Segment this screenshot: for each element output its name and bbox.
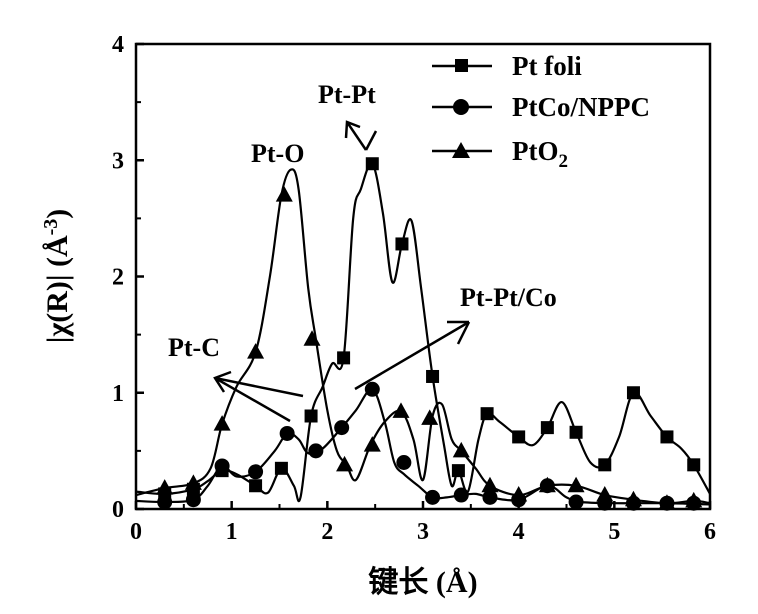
data-point-square [337, 351, 350, 364]
data-point-square [598, 458, 611, 471]
y-axis-label-sup: -3 [40, 219, 62, 236]
data-point-square [541, 421, 554, 434]
data-point-circle [280, 426, 295, 441]
data-point-triangle [276, 186, 293, 202]
data-point-triangle [214, 415, 231, 431]
legend-marker-square [455, 59, 468, 72]
data-point-triangle [185, 474, 202, 490]
arrow-pt-pt [346, 122, 376, 150]
data-point-circle [308, 443, 323, 458]
data-point-square [305, 410, 318, 423]
data-point-square [627, 386, 640, 399]
legend-label-pto2-main: PtO [512, 136, 559, 166]
data-point-square [366, 157, 379, 170]
legend-entry-ptco-nppc: PtCo/NPPC [432, 92, 650, 122]
data-point-circle [157, 495, 172, 510]
data-point-triangle [336, 456, 353, 472]
x-tick-label: 5 [608, 519, 620, 545]
annotation-pt-c: Pt-C [168, 333, 220, 362]
data-point-circle [215, 458, 230, 473]
y-axis-label-main: |χ(R)| (Å [41, 235, 74, 343]
data-point-triangle [247, 343, 264, 359]
x-tick-label: 6 [704, 519, 716, 545]
data-point-triangle [392, 402, 409, 418]
data-point-circle [454, 488, 469, 503]
y-axis-label-close: ) [41, 209, 74, 219]
data-point-triangle [421, 409, 438, 425]
legend-label-ptco-nppc: PtCo/NPPC [512, 92, 650, 122]
annotation-pt-pt-co: Pt-Pt/Co [460, 283, 557, 312]
data-point-square [395, 237, 408, 250]
data-point-square [481, 407, 494, 420]
x-tick-label: 3 [417, 519, 429, 545]
y-tick-label: 4 [112, 32, 124, 58]
series-layer [136, 157, 710, 510]
y-tick-label: 0 [112, 497, 124, 523]
legend-marker-circle [453, 99, 469, 115]
legend-label-pto2: PtO2 [512, 136, 568, 172]
y-tick-label: 3 [112, 148, 124, 174]
series-square [136, 157, 710, 501]
data-point-square [570, 426, 583, 439]
x-tick-label: 1 [226, 519, 238, 545]
data-point-circle [248, 464, 263, 479]
legend-label-pto2-sub: 2 [559, 151, 569, 172]
data-point-square [452, 464, 465, 477]
annotations: Pt-O Pt-Pt Pt-C Pt-Pt/Co [168, 80, 557, 421]
legend-label-pt-foli: Pt foli [512, 51, 582, 81]
data-point-circle [569, 495, 584, 510]
y-tick-label: 1 [112, 381, 124, 407]
series-line-triangle [136, 169, 710, 503]
series-circle [136, 382, 710, 511]
x-tick-label: 0 [130, 519, 142, 545]
series-line-circle [136, 389, 710, 504]
data-point-square [687, 458, 700, 471]
y-axis-label: |χ(R)| (Å-3) [40, 209, 74, 344]
legend: Pt foli PtCo/NPPC PtO2 [432, 51, 650, 172]
data-point-circle [425, 490, 440, 505]
arrow-pt-c [215, 372, 303, 421]
x-tick-label: 2 [321, 519, 333, 545]
data-point-square [275, 462, 288, 475]
data-point-circle [396, 455, 411, 470]
legend-entry-pto2: PtO2 [432, 136, 568, 172]
arrow-pt-pt-co [355, 322, 469, 389]
data-point-circle [365, 382, 380, 397]
data-point-triangle [364, 436, 381, 452]
data-point-square [512, 430, 525, 443]
data-point-triangle [304, 330, 321, 346]
annotation-pt-o: Pt-O [251, 139, 304, 168]
legend-entry-pt-foli: Pt foli [432, 51, 582, 81]
data-point-square [426, 370, 439, 383]
x-axis-label: 键长 (Å) [368, 566, 477, 599]
x-tick-label: 4 [513, 519, 525, 545]
data-point-square [660, 430, 673, 443]
y-tick-label: 2 [112, 265, 124, 291]
series-line-square [136, 163, 710, 501]
data-point-square [249, 479, 262, 492]
data-point-circle [186, 492, 201, 507]
data-point-circle [334, 420, 349, 435]
annotation-pt-pt: Pt-Pt [318, 80, 376, 109]
